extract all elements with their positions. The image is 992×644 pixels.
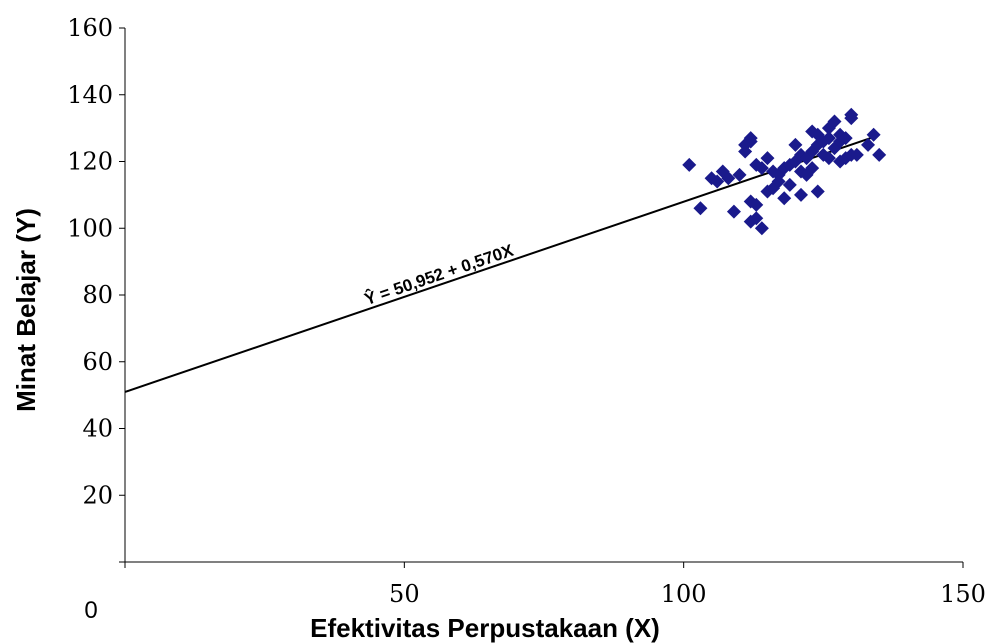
data-point — [810, 184, 825, 199]
data-point — [682, 157, 697, 172]
axes — [119, 27, 964, 568]
origin-label: 0 — [84, 597, 97, 624]
y-tick-label: 80 — [82, 281, 113, 309]
data-point — [754, 161, 769, 176]
data-point — [872, 147, 887, 162]
x-tick-label: 150 — [940, 580, 986, 608]
data-point — [710, 174, 725, 189]
data-point — [866, 127, 881, 142]
data-point — [693, 201, 708, 216]
data-point — [749, 211, 764, 226]
regression-equation: Ŷ = 50,952 + 0,570X — [362, 241, 516, 309]
data-point — [732, 167, 747, 182]
y-tick-label: 60 — [82, 348, 113, 376]
data-point — [782, 177, 797, 192]
data-point — [726, 204, 741, 219]
y-tick-label: 120 — [67, 148, 113, 176]
data-point — [861, 137, 876, 152]
data-point — [844, 107, 859, 122]
data-point — [821, 131, 836, 146]
data-point — [777, 191, 792, 206]
data-point — [760, 151, 775, 166]
y-axis-title: Minat Belajar (Y) — [11, 208, 41, 412]
y-tick-label: 20 — [82, 481, 113, 509]
data-point — [827, 114, 842, 129]
data-point — [749, 197, 764, 212]
data-point — [793, 187, 808, 202]
data-point — [821, 151, 836, 166]
data-point — [838, 131, 853, 146]
y-tick-label: 40 — [82, 415, 113, 443]
y-tick-label: 140 — [67, 81, 113, 109]
y-tick-label: 160 — [67, 14, 113, 42]
data-point — [743, 134, 758, 149]
y-tick-label: 100 — [67, 214, 113, 242]
x-axis-title: Efektivitas Perpustakaan (X) — [310, 613, 660, 643]
data-point — [805, 161, 820, 176]
x-tick-label: 100 — [661, 580, 707, 608]
regression-line-group — [124, 136, 874, 393]
data-point — [754, 221, 769, 236]
tick-labels: 20 40 60 80 100 120 140 160 50 100 150 — [67, 14, 986, 608]
data-point — [849, 147, 864, 162]
data-points — [682, 107, 887, 236]
x-tick-label: 50 — [389, 580, 420, 608]
data-point — [788, 137, 803, 152]
data-point — [721, 171, 736, 186]
regression-line — [124, 136, 874, 393]
